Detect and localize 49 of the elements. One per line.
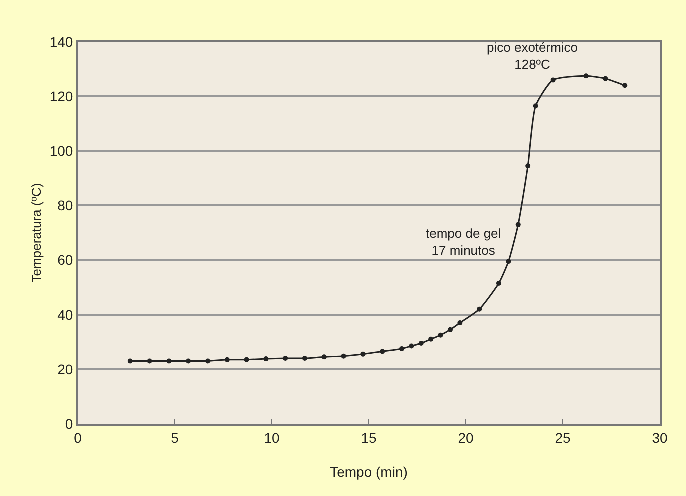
x-tick-label: 15	[361, 430, 377, 446]
x-tick-label: 20	[458, 430, 474, 446]
y-tick-label: 60	[58, 252, 74, 268]
x-tick-label: 30	[652, 430, 668, 446]
point	[448, 327, 453, 332]
y-tick-label: 20	[58, 361, 74, 378]
point	[341, 354, 346, 359]
point	[516, 222, 521, 228]
y-tick-label: 140	[50, 34, 74, 50]
x-tick-label: 10	[264, 430, 280, 446]
point	[506, 259, 512, 264]
point	[550, 78, 556, 83]
point	[399, 346, 404, 352]
y-axis-title: Temperatura (ºC)	[29, 183, 44, 283]
y-tick-label: 80	[58, 198, 74, 214]
point	[283, 356, 288, 362]
point	[622, 83, 628, 88]
point	[409, 344, 414, 349]
point	[244, 357, 250, 362]
point	[428, 336, 434, 342]
annotation: pico exotérmico 128ºC	[487, 40, 578, 72]
y-tick-label: 0	[65, 416, 74, 432]
point	[603, 76, 608, 82]
point	[418, 341, 424, 346]
point	[360, 352, 366, 357]
point	[438, 332, 444, 338]
point	[205, 358, 210, 364]
x-axis-title: Tempo (min)	[330, 464, 408, 480]
point	[166, 358, 172, 364]
point	[302, 356, 308, 362]
x-tick-label: 5	[171, 430, 180, 446]
y-tick-label: 40	[58, 306, 74, 323]
point	[186, 358, 192, 364]
point	[584, 74, 589, 79]
point	[496, 280, 502, 286]
x-tick-label: 25	[555, 430, 571, 446]
point	[264, 356, 269, 362]
point	[533, 104, 538, 109]
point	[128, 358, 133, 364]
point	[458, 320, 463, 326]
point	[526, 164, 531, 169]
point	[224, 357, 230, 362]
y-tick-label: 120	[50, 88, 74, 104]
y-tick-label: 100	[50, 143, 74, 160]
annotation: tempo de gel 17 minutos	[426, 226, 502, 258]
point	[322, 354, 327, 360]
point	[477, 306, 482, 312]
point	[380, 349, 386, 354]
point	[147, 358, 152, 364]
